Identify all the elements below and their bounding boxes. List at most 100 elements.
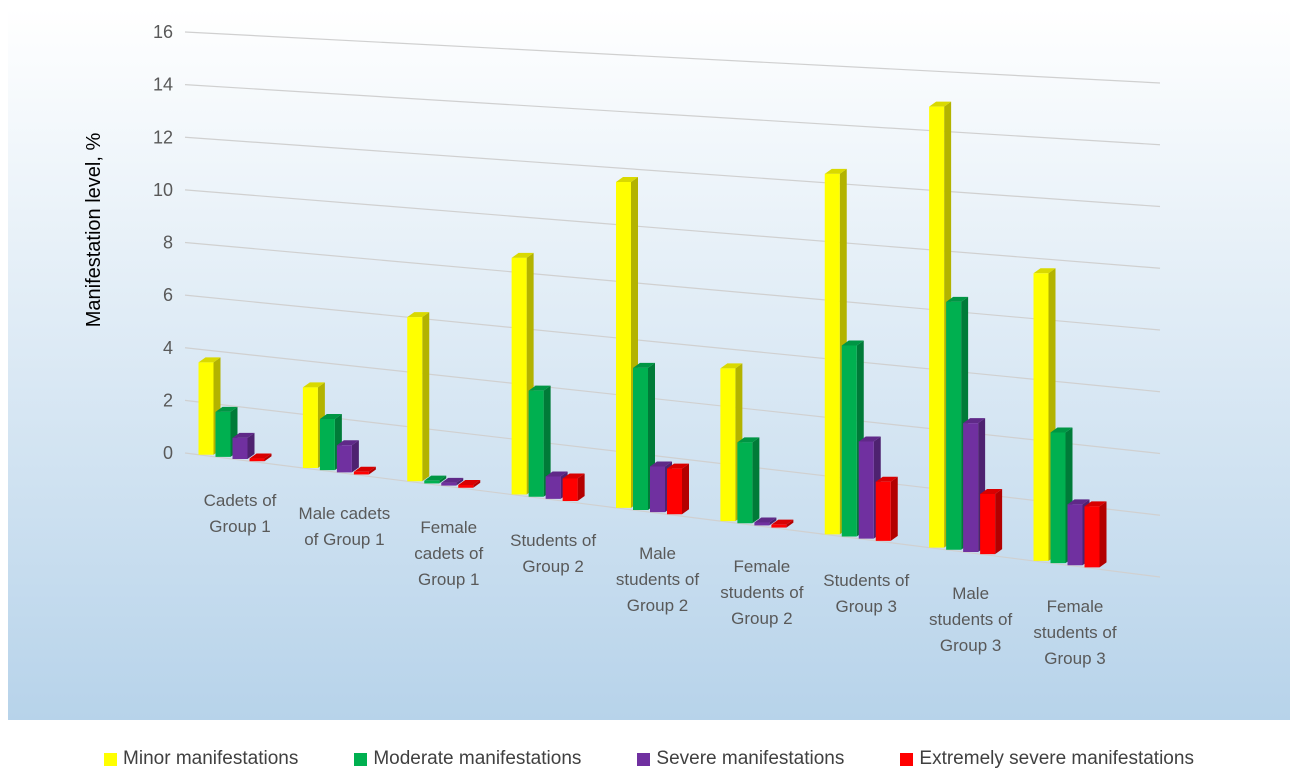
bar-face [407,317,423,482]
bar-face [351,440,359,473]
bar-face [633,367,648,510]
bar-face [543,385,551,497]
bar-face [511,257,527,495]
bar-face [439,475,447,484]
x-tick-label: Male students of Group 2 [615,544,700,616]
x-tick-label: Male cadets of Group 1 [298,504,391,550]
bar [980,489,1003,555]
legend-label: Minor manifestations [123,748,299,769]
grid-line [184,294,1161,393]
bar-face [667,468,682,515]
bar-face [424,475,447,481]
bar-face [1084,506,1100,568]
bar-face [769,517,777,526]
bar-face [890,476,898,541]
bar-face [771,524,787,528]
bar-face [198,362,214,455]
y-tick-label: 8 [163,233,173,253]
grid-line [184,189,1161,269]
y-axis-label: Manifestation level, % [83,133,105,328]
y-tick-label: 16 [153,22,173,42]
bar-face [577,473,585,502]
x-tick-label: Female students of Group 3 [1033,597,1117,669]
bar-face [771,519,794,525]
x-tick-label: Students of Group 2 [510,530,597,576]
bar-face [946,301,962,550]
legend-label: Extremely severe manifestations [919,748,1194,769]
bar-face [198,357,221,363]
bar-face [302,382,325,388]
bar-face [616,177,638,183]
bar-face [319,418,335,471]
bar [771,519,794,528]
bar-face [963,423,979,552]
bar-face [754,517,777,523]
x-tick-label: Female students of Group 2 [720,557,804,629]
bar [407,312,430,482]
bar-face [650,461,672,467]
bar-face [232,437,248,460]
bar-face [562,478,578,502]
bar-face [336,445,352,473]
bar-face [353,471,369,475]
bar-face [247,432,255,460]
legend: Minor manifestations Moderate manifestati… [0,748,1298,770]
grid-line [184,241,1161,331]
bar-face [754,522,770,526]
bar [232,432,255,460]
bar-face [336,440,359,446]
bar-face [616,182,631,508]
bar-face [458,484,474,488]
bar-face [232,432,255,438]
bar-face [929,106,945,548]
bar-face [824,168,847,174]
bar-face [875,476,898,482]
bar-face [456,477,464,486]
bar-face [786,519,794,528]
bar-face [458,479,481,485]
bar [336,440,359,473]
bar-face [980,489,1003,495]
legend-label: Severe manifestations [656,748,845,769]
bar-face [1084,501,1107,507]
x-tick-label: Students of Group 3 [823,570,910,616]
bar [249,453,272,462]
bar-face [1033,268,1056,274]
bar [458,479,481,488]
bar-face [1033,273,1049,561]
bar-face [929,101,952,107]
bar-face [545,471,568,477]
bar-face [368,466,376,475]
bar-face [650,466,665,513]
legend-label: Moderate manifestations [373,748,582,769]
bar-face [858,441,874,539]
grid-line [184,84,1161,146]
bar [511,252,534,495]
legend-swatch [104,752,118,766]
bar [754,517,777,526]
legend-item: Moderate manifestations [354,748,581,770]
y-tick-label: 12 [153,127,173,147]
y-tick-label: 14 [153,75,173,95]
bar-face [858,436,881,442]
bar [562,473,585,502]
bar-face [215,406,238,412]
bar [528,385,551,497]
bar-face [980,494,996,555]
legend-item: Severe manifestations [637,748,844,770]
bar-face [737,442,753,524]
bar-face [841,340,864,346]
bar-face [473,479,481,488]
x-tick-label: Male students of Group 3 [929,583,1013,655]
bar-face [249,453,272,459]
bar [633,362,655,510]
grid-line [184,136,1161,208]
legend-swatch [900,752,914,766]
bar [353,466,376,475]
bar [737,437,760,524]
x-tick-label: Female cadets of Group 1 [414,517,484,589]
bar-face [264,453,272,462]
bar [667,463,689,515]
bar-face [720,363,743,369]
bar-face [249,458,265,462]
